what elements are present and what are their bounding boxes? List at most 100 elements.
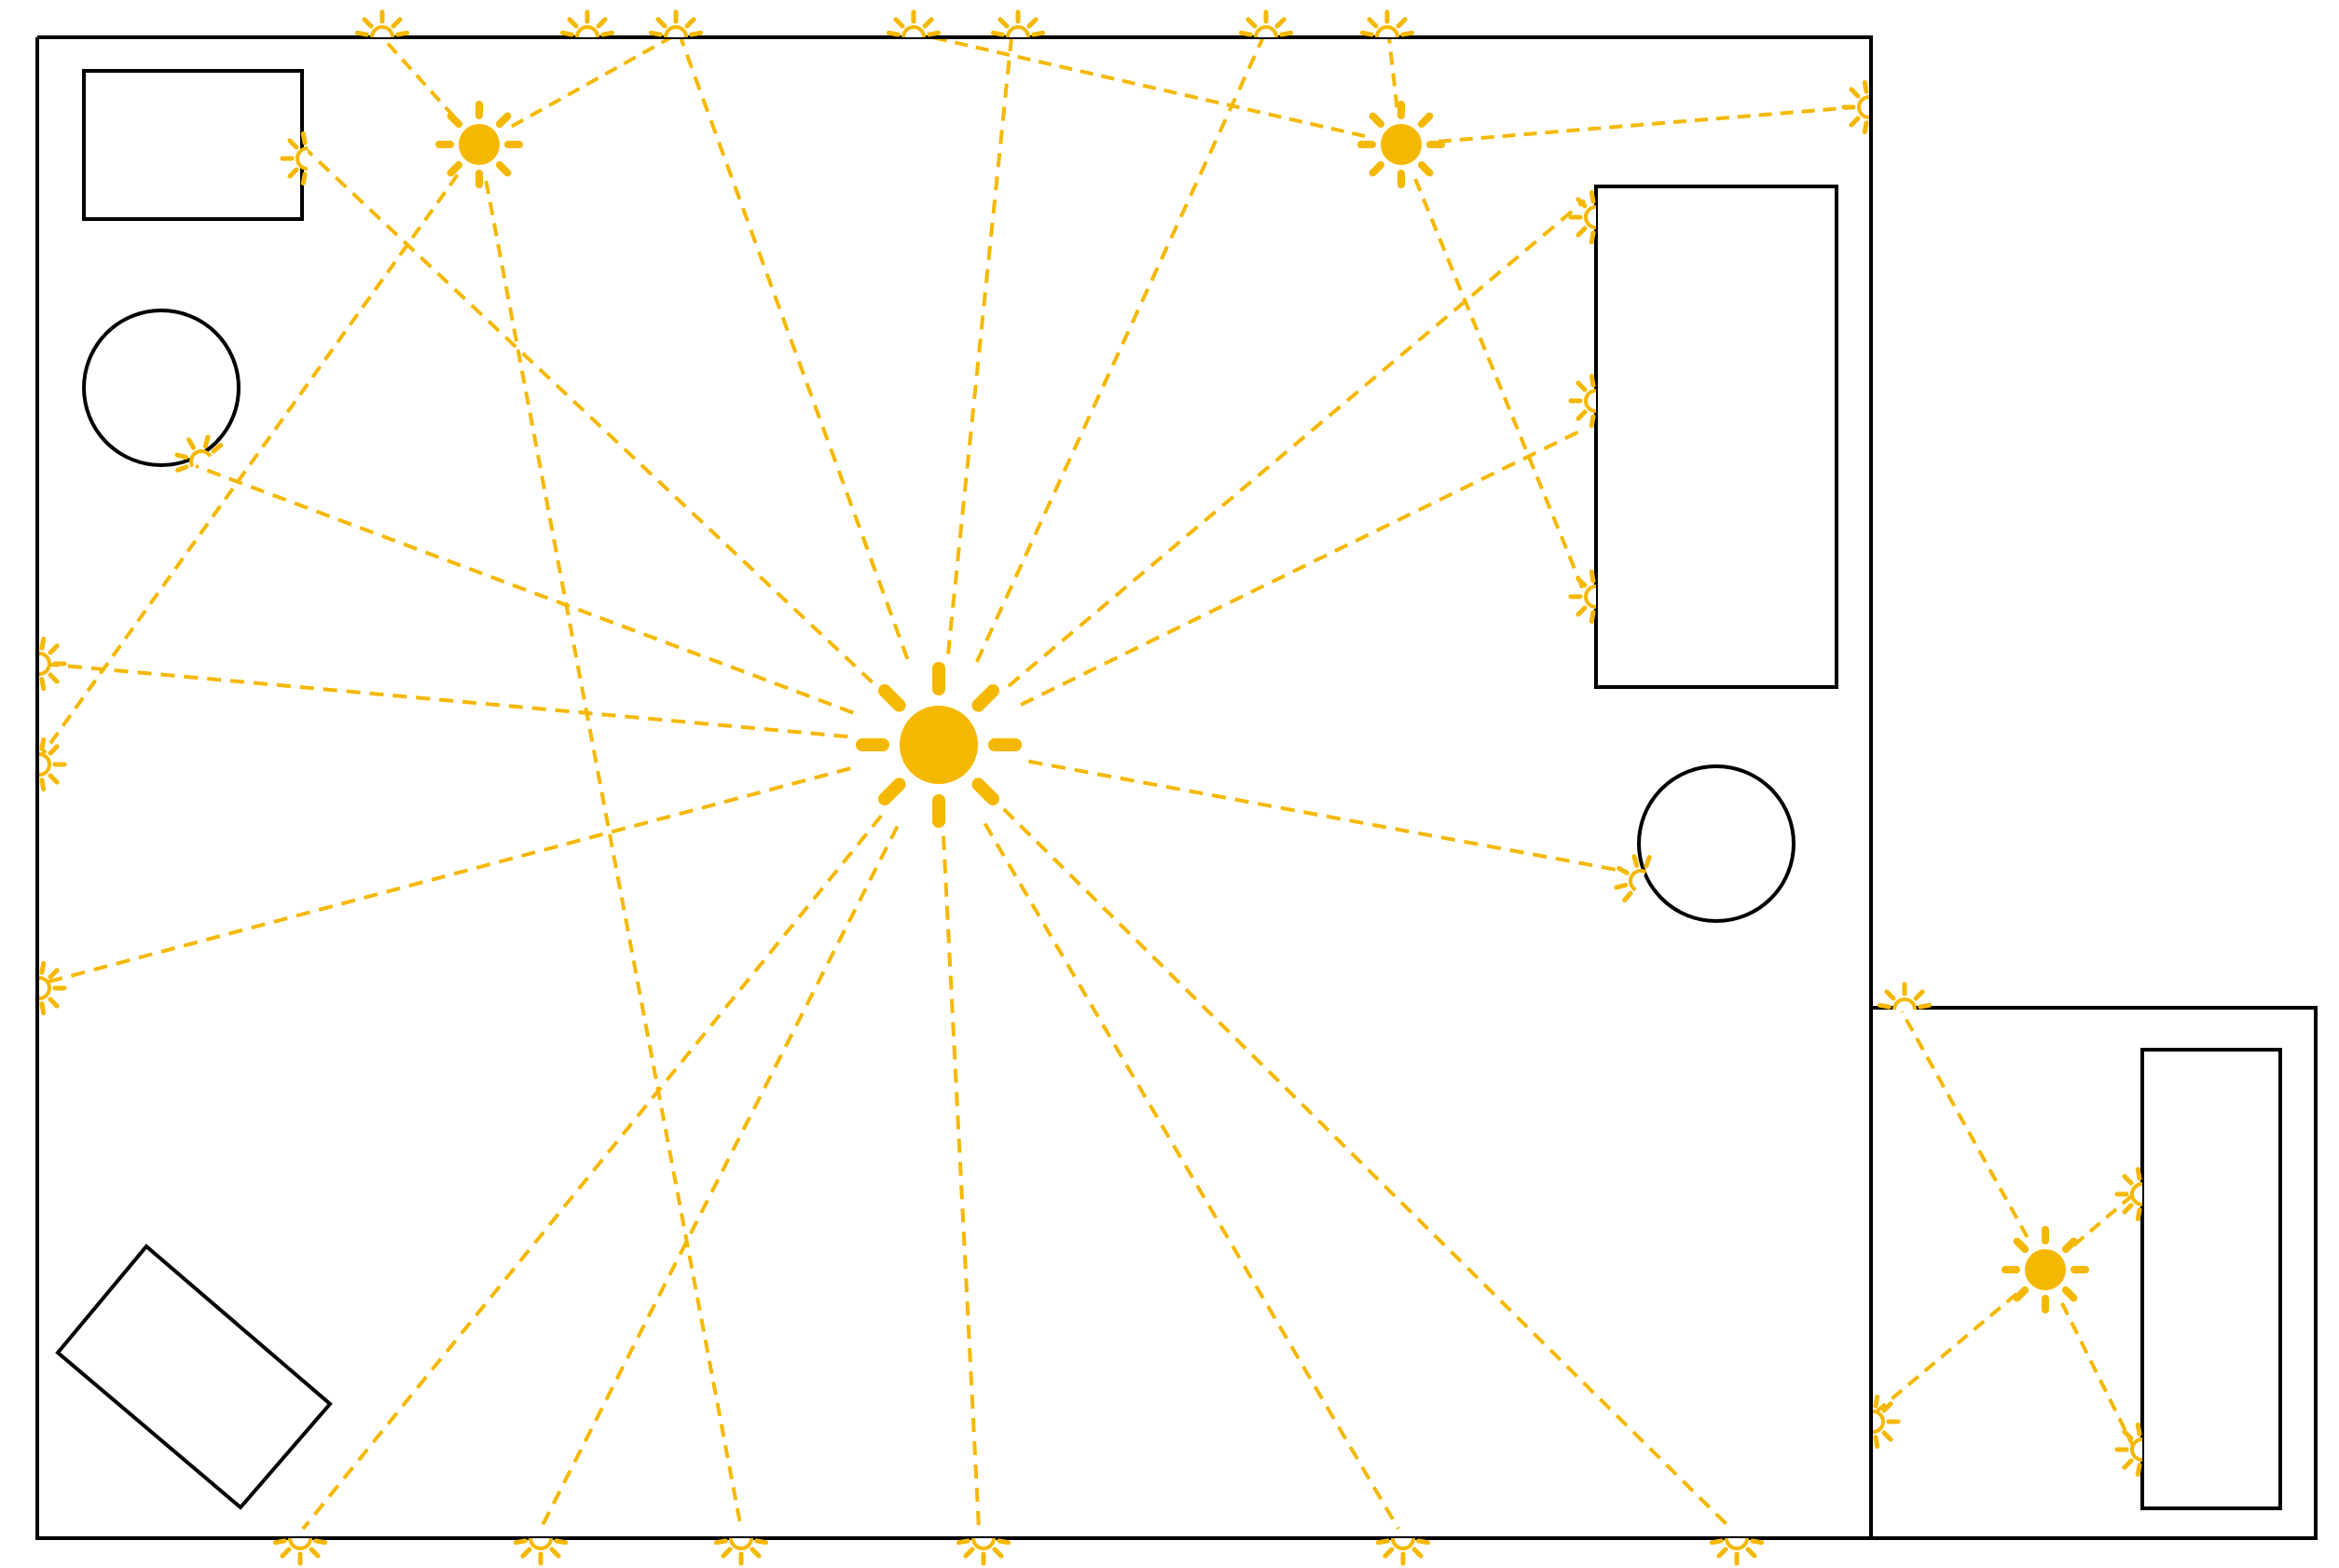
half-sun-icon — [1614, 854, 1652, 903]
furniture-rotated-rectangle — [55, 1244, 333, 1510]
sun-ray — [971, 777, 999, 805]
half-sun-body — [901, 25, 926, 38]
half-sun-ray — [39, 960, 47, 975]
half-sun-ray — [520, 1547, 532, 1559]
half-sun-body — [38, 752, 51, 777]
half-sun-body — [189, 449, 213, 468]
half-sun-ray — [300, 172, 308, 186]
half-sun-ray — [309, 1547, 321, 1559]
half-sun-ray — [1411, 1547, 1424, 1559]
half-sun-ray — [1575, 226, 1588, 238]
half-sun-icon — [1375, 1537, 1431, 1566]
sun-ray — [2013, 1237, 2029, 1254]
half-sun-ray — [1245, 17, 1258, 29]
half-sun-body — [38, 976, 51, 1000]
main-light-ray — [301, 814, 883, 1531]
half-sun-icon — [38, 960, 67, 1016]
main-light-ray — [539, 825, 900, 1530]
main-light-ray — [1002, 807, 1733, 1531]
half-sun-ray — [513, 1538, 528, 1546]
half-sun-ray — [1575, 380, 1588, 392]
half-sun-body — [1584, 205, 1597, 229]
half-sun-body — [2130, 1437, 2143, 1462]
half-sun-body — [296, 146, 309, 171]
sun-ray — [447, 160, 463, 177]
half-sun-body — [1584, 389, 1597, 413]
half-sun-icon — [513, 1537, 569, 1566]
furniture-rectangle — [82, 69, 304, 221]
half-sun-icon — [174, 434, 224, 473]
half-sun-ray — [186, 437, 196, 450]
half-sun-ray — [1589, 189, 1596, 204]
furniture-circle — [82, 309, 241, 467]
main-light-ray — [195, 464, 854, 715]
half-sun-ray — [990, 30, 1005, 37]
sun-ray — [878, 777, 906, 805]
furniture-rectangle — [2140, 1048, 2282, 1510]
half-sun-ray — [272, 1538, 287, 1546]
half-sun-icon — [272, 1537, 328, 1566]
half-sun-ray — [354, 30, 369, 37]
half-sun-ray — [1849, 87, 1861, 99]
half-sun-ray — [1877, 1002, 1892, 1010]
half-sun-ray — [1238, 30, 1253, 37]
main-light-ray — [41, 662, 848, 739]
reflection-points-layer — [38, 9, 2143, 1566]
half-sun-body — [1391, 1537, 1415, 1550]
half-sun-ray — [1589, 230, 1596, 245]
main-light-ray — [1020, 427, 1586, 707]
half-sun-icon — [38, 736, 67, 792]
half-sun-body — [529, 1537, 553, 1550]
main-light-ray — [946, 36, 1013, 654]
half-sun-ray — [48, 744, 60, 756]
half-sun-ray — [48, 643, 60, 655]
sun-ray — [2061, 1286, 2078, 1302]
half-sun-ray — [750, 1547, 762, 1559]
half-sun-ray — [175, 464, 189, 473]
half-sun-ray — [1575, 409, 1588, 421]
half-sun-ray — [549, 1547, 561, 1559]
sun-ray — [878, 684, 906, 712]
secondary-light-ray — [510, 35, 672, 129]
main-light-ray — [983, 822, 1400, 1531]
main-light-ray — [679, 36, 910, 660]
sun-ray — [971, 684, 999, 712]
half-sun-icon — [2114, 1166, 2143, 1222]
half-sun-icon — [956, 1537, 1011, 1566]
furniture-rectangle — [1594, 185, 1838, 689]
sun-ray — [495, 160, 512, 177]
half-sun-ray — [922, 17, 934, 29]
sun-ray — [1369, 160, 1385, 177]
half-sun-ray — [713, 1538, 728, 1546]
half-sun-ray — [567, 17, 579, 29]
half-sun-ray — [1849, 116, 1861, 128]
half-sun-body — [288, 1537, 312, 1550]
half-sun-ray — [1750, 1538, 1765, 1546]
half-sun-ray — [48, 968, 60, 980]
half-sun-ray — [1862, 79, 1869, 94]
half-sun-ray — [48, 672, 60, 684]
small-sun-icon — [2002, 1226, 2089, 1314]
half-sun-body — [1375, 25, 1399, 38]
half-sun-ray — [1644, 855, 1652, 869]
half-sun-ray — [211, 443, 224, 454]
half-sun-icon — [990, 9, 1046, 38]
half-sun-ray — [1589, 569, 1596, 584]
furniture-layer — [55, 69, 2282, 1510]
light-sources-layer — [435, 101, 2089, 1314]
half-sun-ray — [1716, 1547, 1728, 1559]
half-sun-body — [1725, 1537, 1749, 1550]
half-sun-ray — [1631, 854, 1640, 869]
half-sun-ray — [1575, 605, 1588, 617]
half-sun-icon — [1841, 79, 1870, 135]
half-sun-ray — [1396, 17, 1408, 29]
half-sun-body — [664, 25, 688, 38]
half-sun-icon — [354, 9, 410, 38]
half-sun-icon — [1359, 9, 1415, 38]
half-sun-ray — [2135, 1422, 2142, 1437]
half-sun-icon — [1568, 569, 1597, 625]
secondary-light-ray — [2072, 1191, 2137, 1247]
half-sun-ray — [2135, 1463, 2142, 1478]
half-sun-ray — [1416, 1538, 1431, 1546]
half-sun-ray — [39, 677, 47, 692]
